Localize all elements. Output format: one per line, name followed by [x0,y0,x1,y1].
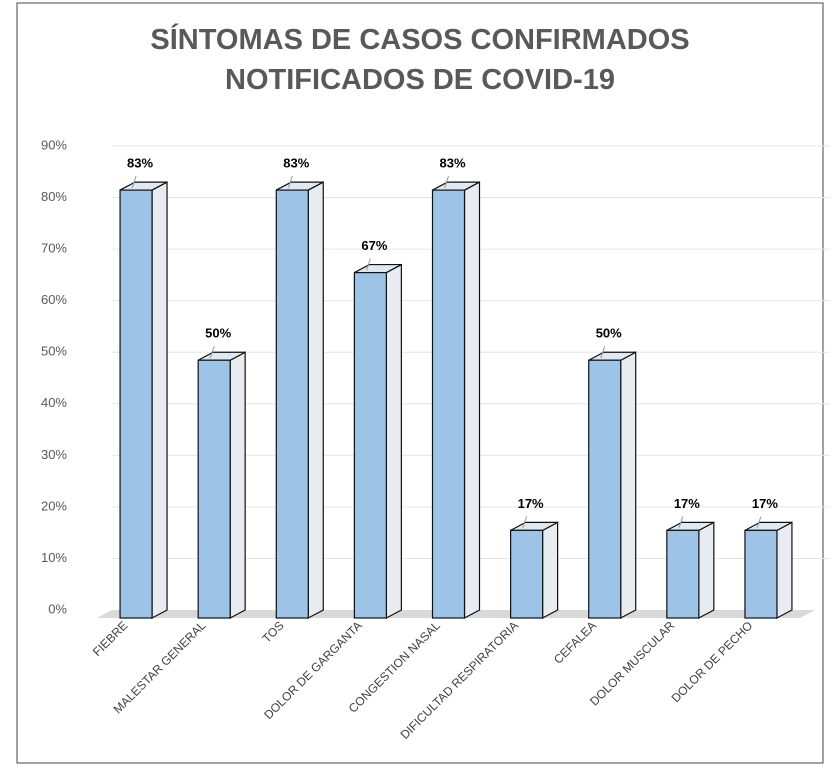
bar-face [776,521,793,619]
data-label: 83% [127,156,153,171]
y-tick-label: 80% [41,189,67,204]
y-tick-label: 70% [41,241,67,256]
data-label: 50% [596,326,622,341]
bar-face [744,529,778,619]
bar-face [620,351,637,619]
y-tick-label: 60% [41,292,67,307]
x-tick-label: DOLOR MUSCULAR [587,618,677,708]
leader-line [287,175,293,189]
bar [431,181,481,619]
chart-frame [16,2,824,764]
bar-face [510,529,544,619]
x-tick-label: DOLOR DE PECHO [669,618,756,705]
x-tick-label: FIEBRE [90,618,131,659]
bar [275,181,324,619]
bar [510,521,559,619]
bar [666,521,715,619]
y-tick-label: 0% [48,601,67,616]
bar-face [119,189,153,619]
bar-face [588,359,622,619]
bar-face [666,529,700,619]
leader-line [365,258,371,271]
bar-face [275,189,309,619]
bar [353,263,402,619]
leader-line [678,516,684,529]
bar-face [385,263,402,619]
data-label: 50% [205,326,231,341]
leader-line [756,516,762,529]
data-label: 83% [439,156,465,171]
bar-face [307,181,324,619]
bar [119,181,168,619]
data-label: 83% [283,156,309,171]
bar [744,521,793,619]
bar-face [431,189,466,619]
data-label: 17% [674,496,700,511]
bar-face [698,521,715,619]
bar-face [542,521,559,619]
bar-face [229,351,246,619]
leader-line [522,516,528,529]
leader-line [444,175,449,189]
data-label: 67% [361,238,387,253]
y-tick-label: 90% [41,137,67,152]
y-tick-label: 30% [41,447,67,462]
bar [588,351,637,619]
bar-face [353,271,387,619]
bar-face [151,181,168,619]
data-label: 17% [752,496,778,511]
data-label: 17% [518,496,544,511]
x-tick-label: TOS [259,618,286,645]
chart-title: SÍNTOMAS DE CASOS CONFIRMADOS NOTIFICADO… [150,24,690,96]
bar-face [463,181,481,619]
y-tick-label: 40% [41,395,67,410]
leader-line [600,346,606,359]
bar [197,351,246,619]
leader-line [131,175,137,189]
leader-line [209,346,215,359]
bar-face [197,359,231,619]
x-tick-label: CEFALEA [551,618,599,666]
y-tick-label: 10% [41,550,67,565]
y-tick-label: 50% [41,344,67,359]
y-tick-label: 20% [41,498,67,513]
